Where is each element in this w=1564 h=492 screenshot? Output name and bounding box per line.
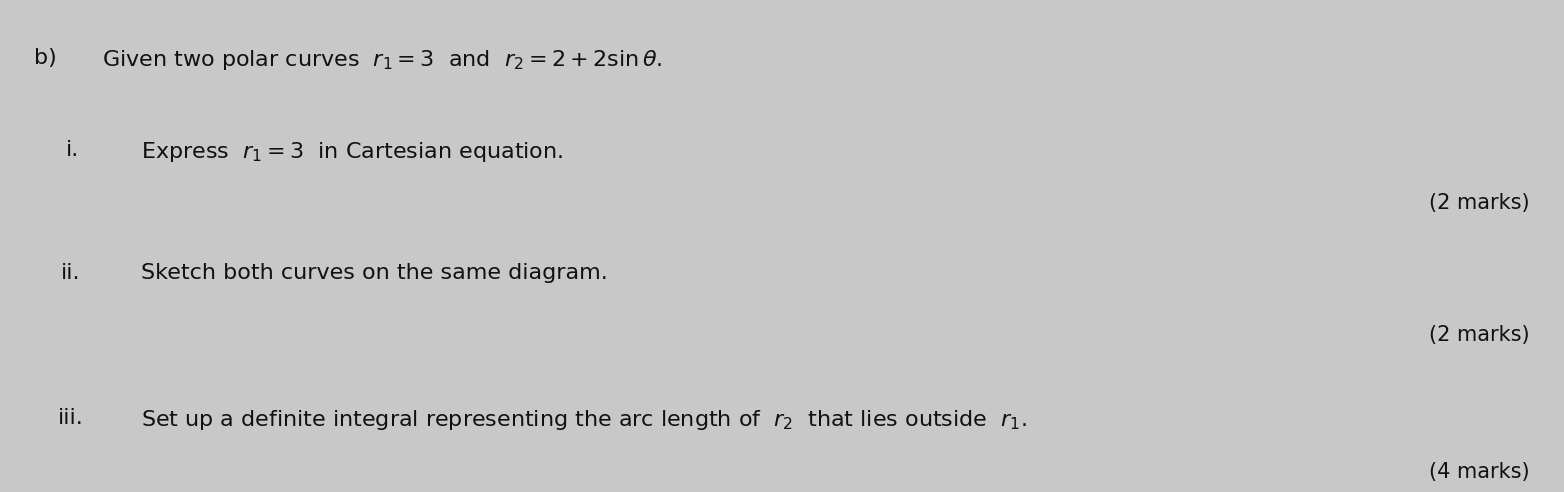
Text: (2 marks): (2 marks) bbox=[1429, 193, 1530, 213]
Text: (2 marks): (2 marks) bbox=[1429, 325, 1530, 345]
Text: Given two polar curves  $r_1 = 3$  and  $r_2 = 2 + 2\sin\theta$.: Given two polar curves $r_1 = 3$ and $r_… bbox=[102, 48, 662, 72]
Text: Express  $r_1 = 3$  in Cartesian equation.: Express $r_1 = 3$ in Cartesian equation. bbox=[141, 140, 563, 164]
Text: Set up a definite integral representing the arc length of  $r_2$  that lies outs: Set up a definite integral representing … bbox=[141, 408, 1026, 432]
Text: b): b) bbox=[34, 48, 58, 68]
Text: ii.: ii. bbox=[61, 263, 80, 283]
Text: Sketch both curves on the same diagram.: Sketch both curves on the same diagram. bbox=[141, 263, 607, 283]
Text: iii.: iii. bbox=[58, 408, 83, 428]
Text: (4 marks): (4 marks) bbox=[1429, 462, 1530, 482]
Text: i.: i. bbox=[66, 140, 78, 160]
